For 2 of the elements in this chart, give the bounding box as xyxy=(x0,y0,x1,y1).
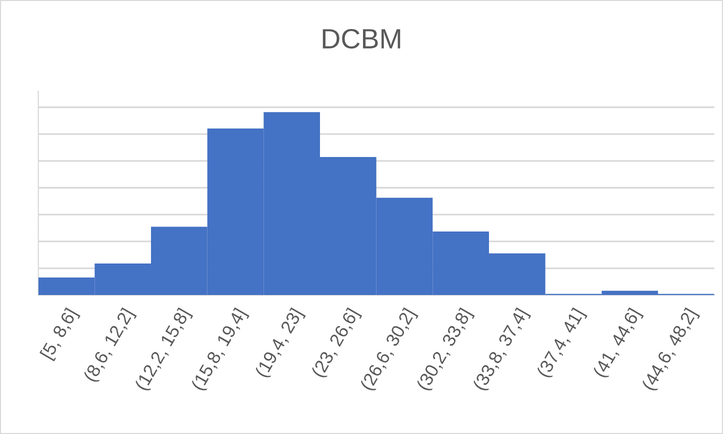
x-tick-label: [5, 8,6] xyxy=(40,307,80,362)
chart-title: DCBM xyxy=(322,28,400,49)
